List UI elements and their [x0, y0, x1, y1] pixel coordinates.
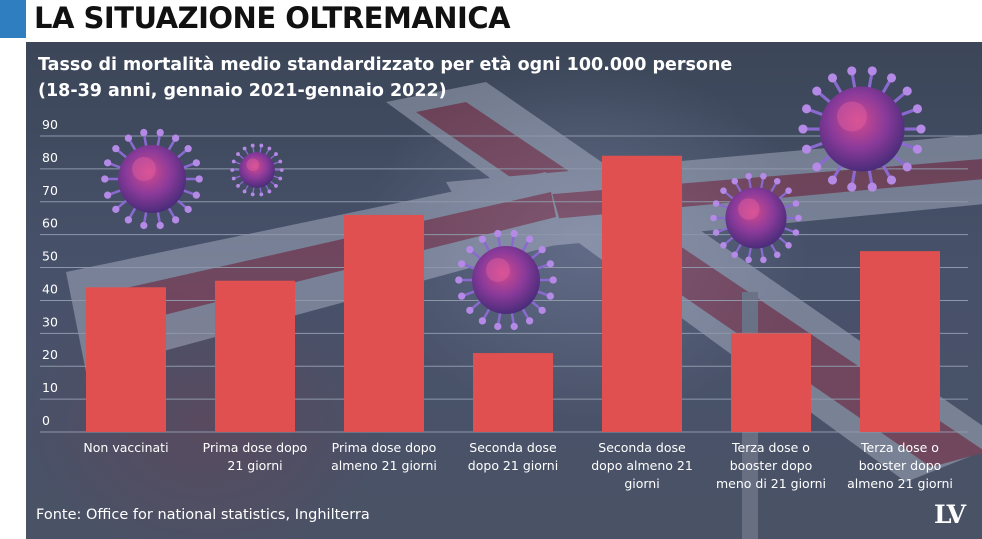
x-tick-label: Seconda dose dopo 21 giorni — [468, 440, 558, 473]
x-axis-labels: Non vaccinati Prima dose dopo 21 giorni Pri… — [83, 440, 952, 491]
y-tick-label: 60 — [42, 216, 58, 231]
virus-icon — [798, 66, 926, 192]
brand-logo: LV — [934, 500, 966, 529]
chart-title-block: Tasso di mortalità medio standardizzato … — [38, 52, 938, 104]
virus-icon — [455, 229, 557, 331]
y-tick-label: 30 — [42, 314, 58, 329]
y-tick-label: 40 — [42, 281, 58, 296]
chart-panel: 0 10 20 30 40 50 60 70 80 90 Non vaccinati Prima d… — [26, 42, 982, 539]
x-tick-label: Terza dose o booster dopo meno di 21 giorn… — [716, 440, 826, 491]
y-tick-label: 70 — [42, 183, 58, 198]
x-tick-label: Terza dose o booster dopo almeno 21 giorni — [847, 440, 953, 491]
bar — [860, 251, 940, 432]
bar — [602, 155, 682, 432]
bar — [215, 280, 295, 432]
flag-background — [66, 82, 982, 539]
header-title: LA SITUAZIONE OLTREMANICA — [34, 1, 511, 35]
bar-chart: 0 10 20 30 40 50 60 70 80 90 Non vaccinati Prima d… — [40, 66, 982, 539]
virus-decorations — [101, 66, 926, 331]
virus-icon — [230, 143, 284, 197]
virus-icon — [710, 172, 802, 264]
y-tick-label: 0 — [42, 413, 50, 428]
chart-title: Tasso di mortalità medio standardizzato … — [38, 55, 733, 75]
source-note: Fonte: Office for national statistics, I… — [36, 507, 370, 523]
bar — [344, 214, 424, 432]
y-axis-ticks: 0 10 20 30 40 50 60 70 80 90 — [42, 117, 58, 428]
virus-icon — [101, 128, 203, 230]
bar — [473, 353, 553, 432]
header-accent-bar — [0, 0, 26, 38]
x-tick-label: Prima dose dopo 21 giorni — [203, 440, 308, 473]
chart-subtitle: (18-39 anni, gennaio 2021-gennaio 2022) — [38, 81, 447, 101]
bar — [86, 287, 166, 432]
y-tick-label: 50 — [42, 249, 58, 264]
x-tick-label: Prima dose dopo almeno 21 giorni — [331, 440, 437, 473]
y-tick-label: 10 — [42, 380, 58, 395]
x-tick-label: Non vaccinati — [83, 440, 168, 455]
x-tick-label: Seconda dose dopo almeno 21 giorni — [591, 440, 693, 491]
bar — [731, 333, 811, 432]
bars — [86, 155, 940, 432]
y-tick-label: 20 — [42, 347, 58, 362]
y-tick-label: 80 — [42, 150, 58, 165]
y-tick-label: 90 — [42, 117, 58, 132]
